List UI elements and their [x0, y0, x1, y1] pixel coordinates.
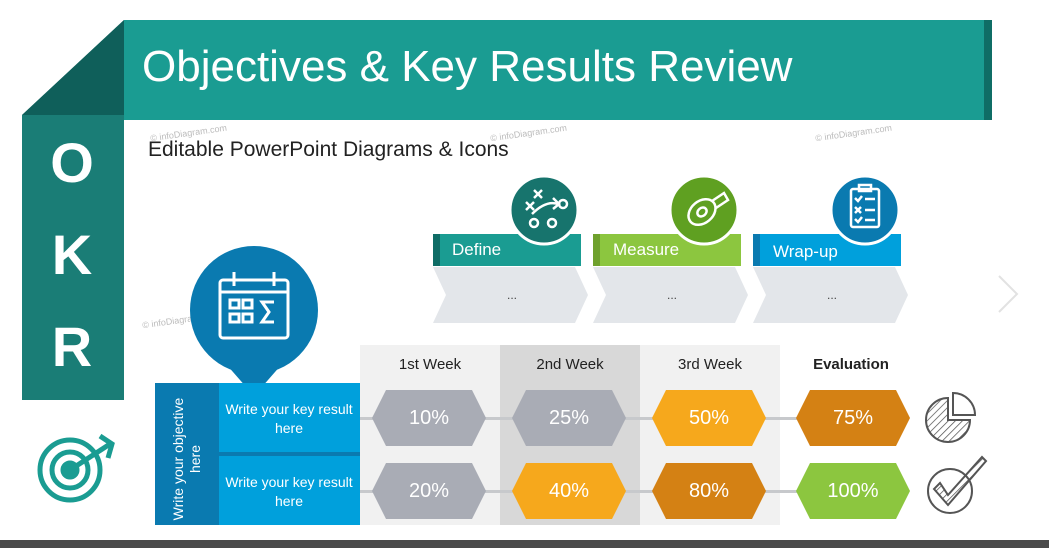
next-slide-arrow[interactable] [995, 272, 1021, 316]
objective-block[interactable] [155, 383, 219, 525]
target-icon [37, 433, 115, 503]
process-wrapup-label: Wrap-up [773, 242, 838, 261]
process-measure-body: ... [666, 288, 677, 302]
title-bar-edge [984, 20, 992, 120]
key-result-1-text: Write your key result here [225, 401, 353, 436]
okr-letter-r: R [51, 315, 93, 378]
pie-chart-icon [925, 391, 977, 443]
process-measure-shade [593, 234, 600, 266]
week-3-header: 3rd Week [678, 356, 742, 373]
measuring-tape-icon [668, 174, 740, 246]
row-1-connector [360, 417, 905, 420]
hex-r1-c3-value: 50% [688, 407, 730, 429]
hex-r2-c4-value: 100% [827, 480, 879, 502]
calendar-sum-icon [218, 272, 290, 340]
evaluation-header: Evaluation [813, 356, 889, 373]
checkmark-icon [927, 455, 988, 514]
checklist-icon [829, 174, 901, 246]
row-2-connector [360, 490, 905, 493]
okr-letter-o: O [50, 131, 94, 194]
hex-r2-c3-value: 80% [688, 480, 730, 502]
process-measure-label: Measure [613, 240, 680, 259]
row-divider [219, 452, 360, 456]
calendar-pin [190, 246, 318, 396]
key-result-1-box[interactable] [219, 383, 360, 452]
hex-r1-c1-value: 10% [408, 407, 450, 429]
week-2-header: 2nd Week [536, 356, 604, 373]
objective-text: Write your objective here [170, 397, 203, 521]
hex-r1-c2-value: 25% [548, 407, 590, 429]
process-define-label: Define [452, 240, 502, 259]
key-result-2-box[interactable] [219, 456, 360, 525]
hex-r2-c1-value: 20% [408, 480, 450, 502]
week-1-header: 1st Week [398, 356, 462, 373]
hex-r2-c2-value: 40% [548, 480, 590, 502]
title-bar [124, 20, 984, 120]
process-chevrons [433, 267, 908, 323]
hex-r1-c4-value: 75% [832, 407, 874, 429]
process-define-shade [433, 234, 440, 266]
page-title: Objectives & Key Results Review [142, 42, 793, 91]
page-subtitle: Editable PowerPoint Diagrams & Icons [148, 138, 509, 161]
process-define-body: ... [506, 288, 517, 302]
strategy-play-icon [508, 174, 580, 246]
key-result-2-text: Write your key result here [225, 474, 353, 509]
okr-banner [22, 20, 124, 400]
okr-letter-k: K [51, 223, 93, 286]
process-wrapup-body: ... [826, 288, 837, 302]
process-wrapup-shade [753, 234, 760, 266]
